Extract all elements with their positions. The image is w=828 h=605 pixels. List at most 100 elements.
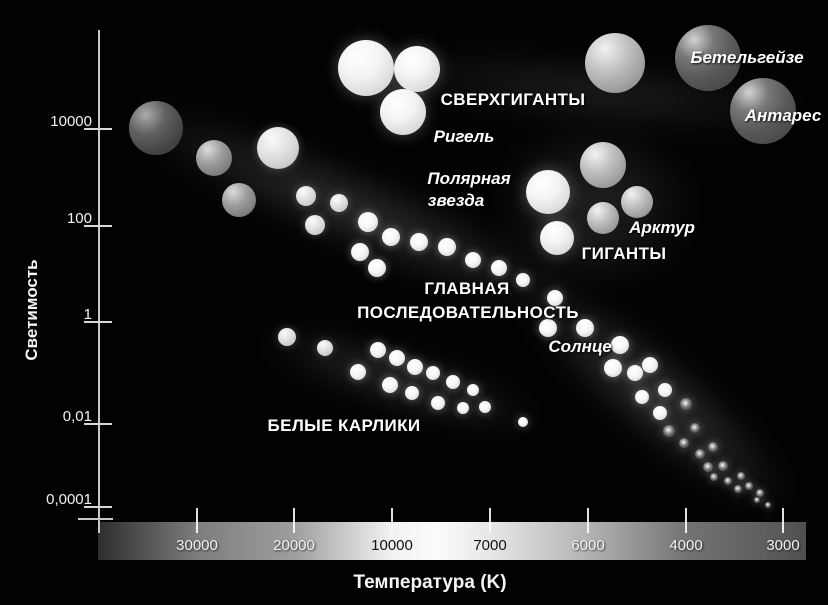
star-polaris	[526, 170, 570, 214]
y-axis-title: Светимость	[22, 259, 41, 361]
white_dwarfs-star	[407, 359, 423, 375]
y-tick-label-100: 100	[66, 210, 92, 227]
main_sequence-star	[491, 260, 507, 276]
y-tick-label-0,01: 0,01	[62, 408, 92, 425]
main_sequence-star	[368, 259, 386, 277]
main-sequence-label-line2: ПОСЛЕДОВАТЕЛЬНОСТЬ	[357, 303, 579, 322]
y-tick-label-1: 1	[83, 306, 92, 323]
x-tick-3000	[782, 508, 784, 533]
main_sequence-star	[296, 186, 316, 206]
x-tick-label-3000: 3000	[766, 537, 800, 554]
main_sequence-star	[690, 423, 700, 433]
main_sequence-star	[765, 502, 771, 508]
x-tick-6000	[587, 508, 589, 533]
white_dwarfs-star	[457, 402, 469, 414]
x-tick-20000	[293, 508, 295, 533]
x-tick-10000	[391, 508, 393, 533]
white-dwarfs-label: БЕЛЫЕ КАРЛИКИ	[267, 416, 421, 435]
white_dwarfs-star	[431, 396, 445, 410]
main_sequence-star	[604, 359, 622, 377]
x-tick-label-10000: 10000	[371, 537, 413, 554]
white_dwarfs-star	[405, 386, 419, 400]
y-tick-10000	[84, 128, 112, 130]
white_dwarfs-star	[389, 350, 405, 366]
main_sequence-star	[547, 290, 563, 306]
white_dwarfs-star	[370, 342, 386, 358]
x-tick-label-20000: 20000	[273, 537, 315, 554]
giants-star	[587, 202, 619, 234]
polaris-label-line1: Полярная	[427, 169, 511, 188]
main_sequence-star	[438, 238, 456, 256]
y-tick-label-10000: 10000	[50, 113, 92, 130]
main_sequence-star	[680, 398, 692, 410]
white_dwarfs-star	[426, 366, 440, 380]
main_sequence-star	[754, 497, 760, 503]
main_sequence-star	[129, 101, 183, 155]
rigel-label: Ригель	[433, 127, 495, 146]
antares-label: Антарес	[744, 106, 822, 125]
star-sun	[576, 319, 594, 337]
y-tick-100	[84, 225, 112, 227]
y-tick-1	[84, 321, 112, 323]
main-sequence-label-line1: ГЛАВНАЯ	[424, 279, 510, 298]
star-rigel	[380, 89, 426, 135]
main_sequence-star	[196, 140, 232, 176]
supergiants-star	[394, 46, 440, 92]
main_sequence-star	[663, 425, 675, 437]
main_sequence-star	[708, 442, 718, 452]
main_sequence-star	[539, 319, 557, 337]
main_sequence-star	[737, 472, 745, 480]
x-tick-label-7000: 7000	[473, 537, 507, 554]
x-tick-label-4000: 4000	[669, 537, 703, 554]
main_sequence-star	[695, 449, 705, 459]
white_dwarfs-star	[350, 364, 366, 380]
main_sequence-star	[410, 233, 428, 251]
white_dwarfs-star	[278, 328, 296, 346]
main_sequence-star	[305, 215, 325, 235]
x-tick-30000	[196, 508, 198, 533]
main_sequence-star	[611, 336, 629, 354]
main_sequence-star	[465, 252, 481, 268]
x-tick-4000	[685, 508, 687, 533]
main_sequence-star	[627, 365, 643, 381]
arcturus-label: Арктур	[629, 218, 695, 237]
main_sequence-star	[358, 212, 378, 232]
white_dwarfs-star	[382, 377, 398, 393]
main_sequence-star	[653, 406, 667, 420]
temperature-colorbar	[98, 522, 806, 560]
main_sequence-star	[382, 228, 400, 246]
supergiants-star	[585, 33, 645, 93]
y-tick-0,0001	[84, 506, 112, 508]
main_sequence-star	[257, 127, 299, 169]
main_sequence-star	[734, 485, 742, 493]
x-tick-7000	[489, 508, 491, 533]
white_dwarfs-star	[446, 375, 460, 389]
main_sequence-star	[330, 194, 348, 212]
y-axis	[98, 30, 100, 533]
main_sequence-star	[351, 243, 369, 261]
y-tick-0,01	[84, 423, 112, 425]
white_dwarfs-star	[317, 340, 333, 356]
main_sequence-star	[642, 357, 658, 373]
main_sequence-star	[724, 477, 732, 485]
x-axis-title: Температура (K)	[353, 572, 507, 593]
main_sequence-star	[756, 489, 764, 497]
main_sequence-star	[658, 383, 672, 397]
white_dwarfs-star	[467, 384, 479, 396]
star-antares	[730, 78, 796, 144]
white_dwarfs-star	[518, 417, 528, 427]
x-tick-label-30000: 30000	[176, 537, 218, 554]
x-axis	[78, 518, 113, 520]
giants-star	[580, 142, 626, 188]
white_dwarfs-star	[479, 401, 491, 413]
main_sequence-star	[679, 438, 689, 448]
supergiants-label: СВЕРХГИГАНТЫ	[440, 90, 586, 109]
main_sequence-star	[635, 390, 649, 404]
betelgeuse-label: Бетельгейзе	[690, 48, 804, 67]
main_sequence-star	[718, 461, 728, 471]
sun-label: Солнце	[548, 337, 612, 356]
main_sequence-star	[710, 473, 718, 481]
supergiants-star	[338, 40, 394, 96]
star-betelgeuse	[675, 25, 741, 91]
